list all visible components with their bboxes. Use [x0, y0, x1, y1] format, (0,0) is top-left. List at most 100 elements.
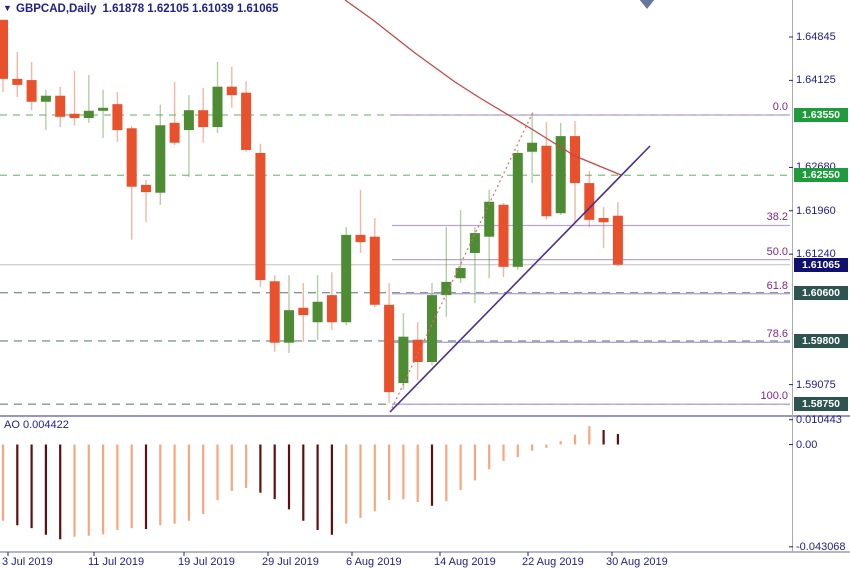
ao-name: AO [4, 419, 20, 431]
fibonacci-level-label: 78.6 [766, 328, 788, 341]
candle-body [112, 104, 123, 131]
ao-histogram-bar [531, 444, 534, 451]
ao-histogram-bar [330, 444, 333, 535]
ao-histogram-bar [402, 444, 405, 500]
ao-histogram-bar [445, 444, 448, 502]
candle-body [570, 136, 580, 184]
ao-histogram-bar [159, 444, 162, 526]
chart-symbol-title: GBPCAD,Daily 1.61878 1.62105 1.61039 1.61… [16, 3, 278, 15]
candle-body [612, 215, 623, 265]
candle-body [69, 113, 80, 119]
ao-histogram-bar [87, 444, 90, 536]
sell-signal-arrow-icon[interactable] [639, 0, 655, 9]
candle-body [341, 234, 352, 323]
candle-body [55, 95, 66, 117]
candle-body [155, 125, 166, 193]
ao-histogram-bar [573, 434, 577, 445]
price-level-badge: 1.63550 [794, 108, 848, 122]
ao-histogram-bar [216, 444, 219, 501]
ao-axis-label: 0.010443 [796, 413, 842, 426]
ao-histogram-bar [416, 444, 419, 502]
candle-body [269, 281, 280, 343]
ao-indicator-label: AO 0.004422 [4, 419, 69, 431]
candle-body [255, 152, 266, 281]
time-axis-label: 11 Jul 2019 [88, 556, 145, 568]
ao-histogram-bar [388, 444, 391, 501]
candle-body [369, 236, 380, 305]
candle-body [598, 218, 609, 223]
candle-body [527, 142, 538, 152]
price-level-badge: 1.60600 [794, 285, 848, 300]
fibonacci-level-label: 38.2 [766, 211, 788, 224]
ao-histogram-bar [1, 444, 5, 521]
time-axis-label: 3 Jul 2019 [2, 556, 53, 568]
candle-body [26, 80, 37, 102]
ao-histogram-bar [616, 434, 619, 445]
price-axis-label: 1.59075 [796, 378, 836, 391]
candle-body [83, 110, 94, 119]
fibonacci-level-label: 0.0 [772, 101, 788, 113]
candle-body [455, 268, 466, 279]
candle-body [126, 128, 137, 187]
candle-body [284, 310, 294, 343]
candle-body [141, 184, 151, 193]
candle-body [427, 295, 437, 362]
candle-body [355, 234, 366, 243]
ao-histogram-bar [488, 444, 491, 470]
candle-body [412, 339, 423, 362]
price-level-badge: 1.61065 [794, 257, 848, 272]
ao-histogram-bar [473, 444, 476, 481]
time-axis-label: 6 Aug 2019 [346, 556, 402, 568]
ao-histogram-bar [102, 444, 105, 535]
price-axis-label: 1.61960 [796, 204, 836, 217]
ao-histogram-bar [559, 441, 562, 445]
ao-histogram-bar [187, 444, 190, 521]
ao-histogram-bar [44, 444, 47, 535]
ao-axis-label: 0.00 [796, 438, 818, 451]
candle-body [198, 110, 209, 128]
price-axis-label: 1.64845 [796, 31, 836, 43]
time-axis-label: 19 Jul 2019 [178, 556, 235, 568]
ao-histogram-bar [359, 444, 362, 518]
ohlc-values-text: 1.61878 1.62105 1.61039 1.61065 [102, 3, 279, 15]
ao-histogram-bar [302, 444, 305, 521]
fibonacci-level-label: 61.8 [766, 279, 788, 292]
candle-body [183, 110, 194, 131]
moving-average-line[interactable] [344, 0, 622, 176]
ao-histogram-bar [287, 444, 291, 510]
candle-body [469, 233, 480, 253]
ao-histogram-bar [459, 444, 462, 490]
candle-body [326, 295, 337, 323]
fibonacci-level-label: 100.0 [760, 390, 788, 403]
ao-histogram-bar [273, 444, 276, 500]
candle-body [441, 281, 452, 296]
price-axis-label: 1.64125 [796, 74, 836, 87]
symbol-dropdown-icon[interactable]: ▼ [3, 3, 12, 13]
ao-histogram-bar [588, 426, 591, 445]
ao-value: 0.004422 [22, 419, 69, 431]
candle-body [212, 86, 223, 128]
time-axis-label: 22 Aug 2019 [522, 556, 584, 568]
ao-histogram-bar [602, 430, 605, 445]
ao-histogram-bar [316, 444, 319, 531]
time-axis-label: 29 Jul 2019 [262, 556, 319, 568]
ao-histogram-bar [73, 444, 76, 537]
ao-histogram-bar [259, 444, 262, 493]
ao-histogram-bar [516, 444, 519, 458]
ao-histogram-bar [16, 444, 19, 526]
price-level-badge: 1.58750 [794, 397, 848, 412]
candle-body [484, 201, 495, 237]
ascending-trendline[interactable] [389, 145, 651, 413]
symbol-timeframe-text: GBPCAD,Daily [16, 3, 97, 15]
ao-histogram-bar [373, 444, 376, 512]
candle-body [555, 136, 566, 214]
ao-histogram-bar [202, 444, 205, 515]
candle-body [226, 86, 237, 96]
candle-body [241, 92, 252, 150]
ao-histogram-bar [430, 444, 434, 506]
ao-histogram-bar [545, 444, 548, 448]
candle-body [169, 122, 180, 143]
time-axis-label: 30 Aug 2019 [606, 556, 668, 568]
